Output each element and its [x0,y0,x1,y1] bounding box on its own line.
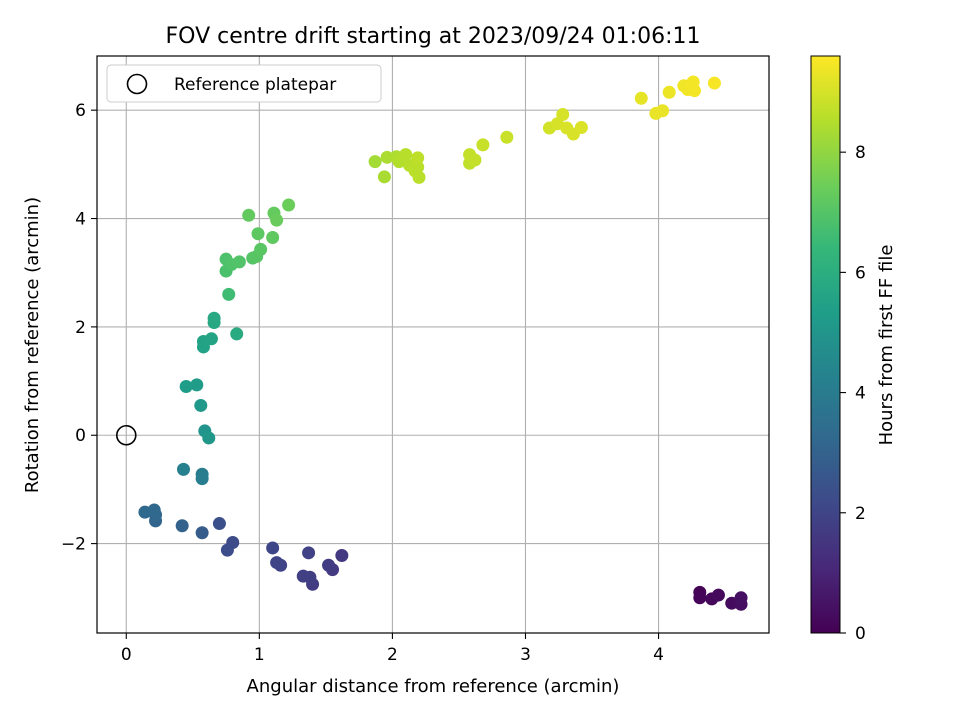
data-point [138,505,152,519]
data-point [190,378,204,392]
legend: Reference platepar [106,64,382,103]
data-point [380,150,394,164]
data-point [254,242,268,256]
reference-platepar-marker [115,424,137,446]
data-point [686,75,700,89]
data-point [556,108,570,122]
data-point [282,198,296,212]
data-point [179,379,193,393]
colorbar-ticks: 0 2 4 6 8 [840,143,866,644]
data-point [220,543,234,557]
colorbar-tick-label: 6 [855,263,866,283]
data-point [711,588,725,602]
data-point [693,591,707,605]
data-point [266,541,280,555]
x-tick-label: 4 [653,645,664,665]
data-point [411,151,425,165]
y-axis-ticks: −2 0 2 4 6 [61,101,97,555]
data-point [411,160,425,174]
data-point [662,85,676,99]
colorbar-tick-label: 4 [855,384,866,404]
y-tick-label: 6 [75,101,86,121]
data-point [368,155,382,169]
data-point [232,255,246,269]
legend-box [106,64,382,103]
legend-marker-icon [126,73,148,95]
x-tick-label: 0 [121,645,132,665]
y-tick-label: 4 [75,210,86,230]
data-point [222,287,236,301]
data-point [412,170,426,184]
data-point [202,431,216,445]
data-point [204,332,218,346]
data-point [212,517,226,531]
data-point [242,208,256,222]
data-point [476,138,490,152]
data-point [634,91,648,105]
colorbar-label: Hours from first FF file [876,245,897,446]
x-tick-label: 2 [387,645,398,665]
x-tick-label: 1 [254,645,265,665]
data-point [251,227,265,241]
data-point [266,230,280,244]
y-tick-label: −2 [61,535,86,555]
data-point [656,104,670,118]
data-point [322,558,336,572]
x-tick-label: 3 [520,645,531,665]
data-point [468,153,482,167]
data-point [377,170,391,184]
plot-area: 0 1 2 3 4 −2 0 2 4 6 [61,55,770,665]
data-point [195,526,209,540]
data-point [500,130,514,144]
data-point [195,472,209,486]
data-point [207,311,221,325]
chart-title: FOV centre drift starting at 2023/09/24 … [166,24,701,49]
data-point [176,462,190,476]
data-point [270,556,284,570]
y-axis-label: Rotation from reference (arcmin) [22,197,43,493]
data-point [734,591,748,605]
data-point [230,327,244,341]
plot-frame [96,55,770,634]
colorbar-tick-label: 8 [855,143,866,163]
x-axis-ticks: 0 1 2 3 4 [121,633,664,665]
y-tick-label: 2 [75,318,86,338]
x-axis-label: Angular distance from reference (arcmin) [247,676,620,697]
data-points [138,75,748,611]
data-point [707,76,721,90]
y-tick-label: 0 [75,426,86,446]
data-point [399,148,413,162]
legend-entry-reference: Reference platepar [174,75,336,95]
data-point [270,213,284,227]
data-point [296,569,310,583]
data-point [574,121,588,135]
data-point [194,398,208,412]
data-point [335,549,349,563]
colorbar-tick-label: 2 [855,504,866,524]
colorbar-tick-label: 0 [855,624,866,644]
colorbar-gradient [810,55,841,634]
colorbar: 0 2 4 6 8 Hours from first FF file [810,55,897,644]
data-point [302,546,316,560]
data-point [175,519,189,533]
